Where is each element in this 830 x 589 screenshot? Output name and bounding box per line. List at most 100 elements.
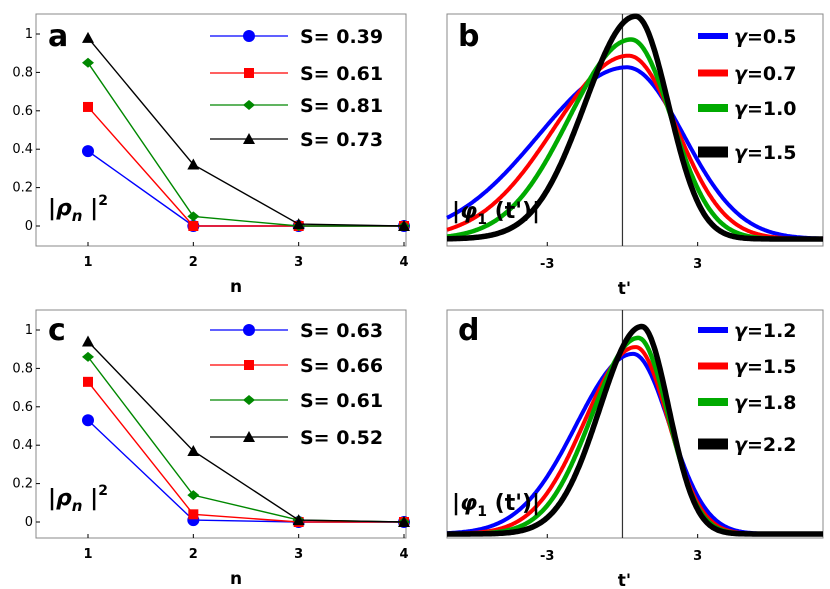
y-tick-label: 0.6: [12, 400, 33, 415]
y-tick-label: 0.8: [12, 65, 33, 80]
legend-marker: [244, 68, 254, 78]
y-tick-label: 0: [25, 219, 33, 234]
x-axis-label: n: [230, 569, 242, 589]
x-axis-label: t': [618, 279, 631, 299]
series-circle: [82, 145, 410, 232]
x-tick-label: 2: [189, 255, 198, 270]
legend-label: S= 0.66: [300, 355, 383, 377]
x-tick-label: 3: [693, 257, 702, 272]
plot-frame: [446, 309, 824, 539]
data-point: [187, 444, 200, 456]
x-tick-label: 3: [294, 547, 303, 562]
x-tick-label: 1: [83, 255, 92, 270]
panel-d: -3 3 t' d |φ1 (t')| γ=1.2 γ=1.5 γ=1.8 γ=2.2: [445, 309, 825, 589]
y-axis-label: |φ1 (t')|: [452, 491, 540, 520]
legend-label: S= 0.61: [300, 63, 383, 85]
legend-marker: [243, 395, 255, 405]
data-point: [82, 335, 94, 347]
x-axis-label: n: [230, 277, 242, 297]
legend-marker: [243, 30, 255, 42]
x-tick-label: 3: [294, 255, 303, 270]
legend-label: γ=1.8: [734, 392, 797, 414]
y-axis-label: |ρn |2: [48, 483, 108, 515]
data-point: [398, 516, 410, 527]
legend-marker: [243, 431, 255, 442]
legend-label: γ=0.5: [734, 26, 797, 48]
x-tick-label: 4: [399, 547, 408, 562]
series-triangle: [82, 31, 410, 231]
series-line: [87, 381, 404, 523]
plot-frame: [35, 13, 407, 247]
panel-a: 0 0.2 0.4 0.6 0.8 1 1 2 3 4 n a |ρn |2 S= 0.39 S= 0.61…: [12, 13, 410, 297]
panel-b: -3 3 t' b |φ1 (t')| γ=0.5 γ=0.7 γ=1.0 γ=1.5: [445, 13, 825, 299]
data-point: [188, 221, 199, 231]
y-tick-label: 0.6: [12, 104, 33, 119]
legend-label: S= 0.52: [300, 427, 383, 449]
series-triangle: [82, 335, 410, 527]
data-point: [83, 101, 93, 112]
series-square: [83, 101, 409, 231]
series-line: [87, 106, 404, 227]
data-point: [82, 31, 94, 43]
y-tick-label: 1: [25, 323, 33, 338]
data-point: [187, 490, 200, 501]
data-point: [82, 57, 94, 68]
panel-letter: b: [458, 19, 479, 54]
x-axis-label: t': [618, 571, 631, 589]
legend-label: S= 0.61: [300, 390, 383, 412]
pulse-curve: [445, 13, 825, 242]
y-tick-label: 0.8: [12, 361, 33, 376]
legend-label: γ=0.7: [734, 63, 797, 85]
y-tick-label: 0: [25, 515, 33, 530]
y-tick-label: 0.2: [12, 477, 33, 492]
x-tick-label: 3: [693, 549, 702, 564]
data-point: [292, 218, 305, 230]
data-point: [188, 509, 199, 520]
legend-label: S= 0.81: [300, 95, 383, 117]
x-tick-label: -3: [540, 257, 554, 272]
pulse-curve: [445, 323, 825, 537]
y-tick-label: 0.4: [12, 438, 33, 453]
plot-frame: [35, 309, 407, 539]
legend-marker: [243, 133, 255, 144]
y-tick-label: 0.4: [12, 142, 33, 157]
legend-label: S= 0.39: [300, 26, 383, 48]
x-tick-label: 2: [189, 547, 198, 562]
data-point: [82, 414, 94, 427]
pulse-curve: [446, 65, 824, 241]
legend-marker: [243, 324, 255, 336]
x-tick-label: 1: [83, 547, 92, 562]
data-point: [82, 351, 94, 362]
legend-label: γ=1.2: [734, 320, 797, 342]
data-point: [83, 376, 93, 387]
legend-label: S= 0.63: [300, 320, 383, 342]
legend-label: γ=1.5: [734, 356, 797, 378]
panel-letter: a: [48, 19, 68, 54]
x-tick-label: -3: [540, 549, 554, 564]
data-point: [187, 158, 200, 170]
y-axis-label: |φ1 (t')|: [452, 199, 540, 228]
data-point: [187, 211, 200, 222]
data-point: [292, 514, 305, 526]
legend-label: γ=2.2: [734, 434, 797, 456]
y-tick-label: 1: [25, 27, 33, 42]
legend-label: γ=1.5: [734, 142, 797, 164]
series-line: [87, 37, 405, 227]
panel-letter: c: [48, 313, 66, 348]
pulse-curve: [446, 53, 824, 241]
panel-letter: d: [458, 313, 479, 348]
legend-marker: [244, 360, 254, 370]
legend-label: γ=1.0: [734, 98, 797, 120]
series-line: [87, 62, 404, 227]
series-line: [87, 341, 405, 523]
data-point: [82, 145, 94, 158]
legend-marker: [243, 100, 255, 110]
panel-c: 0 0.2 0.4 0.6 0.8 1 1 2 3 4 n c |ρn |2 S= 0.63 S= 0.66…: [12, 309, 410, 589]
y-tick-label: 0.2: [12, 181, 33, 196]
x-tick-label: 4: [399, 255, 408, 270]
data-point: [398, 220, 410, 231]
y-axis-label: |ρn |2: [48, 193, 108, 225]
series-line: [87, 150, 404, 227]
legend-label: S= 0.73: [300, 129, 383, 151]
